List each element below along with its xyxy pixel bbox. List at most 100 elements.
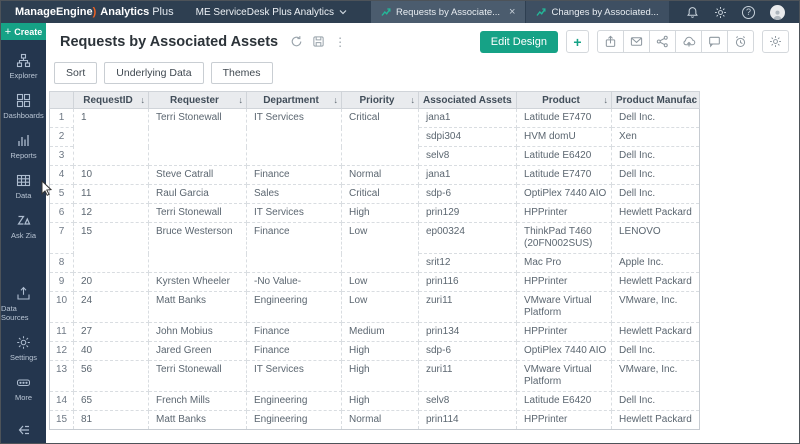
- sort-arrow-icon[interactable]: ↓: [603, 95, 609, 105]
- sidebar-item-label: More: [14, 393, 33, 402]
- request-id-cell: 15: [73, 222, 149, 273]
- requester-cell: Kyrsten Wheeler: [148, 272, 247, 292]
- sidebar-item-data[interactable]: Data: [1, 173, 46, 200]
- brand-swoosh-icon: ): [92, 6, 97, 18]
- tab-label: Changes by Associated...: [551, 6, 659, 18]
- requester-cell: Terri Stonewall: [148, 108, 247, 166]
- requester-cell: Matt Banks: [148, 291, 247, 323]
- sort-arrow-icon[interactable]: ↓: [508, 95, 514, 105]
- sidebar-item-label: Explorer: [9, 71, 38, 80]
- avatar[interactable]: [770, 4, 785, 20]
- sidebar-item-ask-zia[interactable]: Ask Zia: [1, 213, 46, 240]
- export-icon[interactable]: [597, 30, 624, 53]
- column-header[interactable]: Product Manufac ↓: [611, 91, 700, 109]
- save-icon[interactable]: [312, 35, 325, 48]
- sort-arrow-icon[interactable]: ↓: [691, 95, 697, 105]
- sort-arrow-icon[interactable]: ↓: [140, 95, 146, 105]
- alert-clock-icon[interactable]: [727, 30, 754, 53]
- add-button[interactable]: +: [566, 30, 589, 53]
- sidebar-item-data-sources[interactable]: Data Sources: [1, 286, 46, 322]
- product-cell: VMware Virtual Platform: [516, 360, 612, 392]
- sidebar-item-label: Data Sources: [1, 304, 29, 322]
- view-toolbar: Sort Underlying Data Themes: [46, 60, 799, 91]
- product-cell: Latitude E7470: [516, 165, 612, 185]
- table-row: 12 40 Jared Green Finance High sdp-6 OptiPlex …: [49, 341, 700, 361]
- product-cell: ThinkPad T460 (20FN002SUS): [516, 222, 612, 254]
- topbar-actions: ?: [686, 1, 799, 23]
- column-header-label: Product Manufac: [616, 94, 698, 106]
- report-table-body: 1 1 Terri Stonewall IT Services Critical jana…: [49, 108, 700, 430]
- tab-requests-by-associated[interactable]: Requests by Associate... ×: [371, 1, 527, 23]
- associated-asset-cell: prin129: [418, 203, 517, 223]
- product-cell: Latitude E6420: [516, 391, 612, 411]
- plus-icon: +: [4, 25, 12, 38]
- associated-asset-cell: srit12: [418, 253, 517, 273]
- column-header-label: Requester: [170, 94, 219, 106]
- row-number-cell: 9: [49, 272, 74, 292]
- associated-asset-cell: sdp-6: [418, 341, 517, 361]
- kebab-menu-icon[interactable]: ⋮: [334, 34, 347, 49]
- associated-asset-cell: prin114: [418, 410, 517, 430]
- requester-cell: Matt Banks: [148, 410, 247, 430]
- workspace-name: ME ServiceDesk Plus Analytics: [195, 6, 335, 18]
- sort-button[interactable]: Sort: [54, 62, 98, 84]
- column-header[interactable]: Requester ↓: [148, 91, 247, 109]
- table-row: 11 27 John Mobius Finance Medium prin134 HPPri…: [49, 322, 700, 342]
- column-header[interactable]: Priority ↓: [341, 91, 419, 109]
- priority-cell: Normal: [341, 410, 419, 430]
- sidebar-item-more[interactable]: More: [1, 375, 46, 402]
- create-button[interactable]: + Create: [1, 23, 46, 40]
- sidebar-item-dashboards[interactable]: Dashboards: [1, 93, 46, 120]
- gear-icon[interactable]: [714, 6, 727, 19]
- column-header-label: Priority: [359, 94, 395, 106]
- underlying-data-button[interactable]: Underlying Data: [104, 62, 204, 84]
- associated-asset-cell: sdp-6: [418, 184, 517, 204]
- column-header[interactable]: RequestID ↓: [73, 91, 149, 109]
- email-icon[interactable]: [623, 30, 650, 53]
- request-id-cell: 81: [73, 410, 149, 430]
- edit-design-button[interactable]: Edit Design: [479, 30, 558, 53]
- row-number-cell: 1: [49, 108, 74, 128]
- chevron-down-icon: [339, 9, 347, 15]
- workspace-selector[interactable]: ME ServiceDesk Plus Analytics: [182, 1, 361, 23]
- associated-asset-cell: prin134: [418, 322, 517, 342]
- request-id-cell: 10: [73, 165, 149, 185]
- column-header[interactable]: Department ↓: [246, 91, 342, 109]
- row-number-cell: 13: [49, 360, 74, 392]
- priority-cell: High: [341, 203, 419, 223]
- column-header[interactable]: Product ↓: [516, 91, 612, 109]
- settings-icon[interactable]: [762, 30, 789, 53]
- collapse-sidebar-icon[interactable]: [17, 424, 31, 436]
- row-number-cell: 15: [49, 410, 74, 430]
- sidebar-item-reports[interactable]: Reports: [1, 133, 46, 160]
- associated-asset-cell: ep00324: [418, 222, 517, 254]
- tab-changes-by-associated[interactable]: Changes by Associated...: [526, 1, 670, 23]
- sort-arrow-icon[interactable]: ↓: [410, 95, 416, 105]
- row-number-cell: 8: [49, 253, 74, 273]
- column-header-label: RequestID: [83, 94, 133, 106]
- manufacturer-cell: Hewlett Packard: [611, 203, 700, 223]
- row-number-cell: 4: [49, 165, 74, 185]
- sort-arrow-icon[interactable]: ↓: [238, 95, 244, 105]
- request-id-cell: 56: [73, 360, 149, 392]
- sort-arrow-icon[interactable]: ↓: [333, 95, 339, 105]
- associated-asset-cell: zuri11: [418, 360, 517, 392]
- product-cell: HPPrinter: [516, 272, 612, 292]
- bell-icon[interactable]: [686, 6, 699, 19]
- publish-cloud-icon[interactable]: [675, 30, 702, 53]
- product-cell: Mac Pro: [516, 253, 612, 273]
- close-icon[interactable]: ×: [509, 6, 516, 18]
- sidebar-item-explorer[interactable]: Explorer: [1, 53, 46, 80]
- comment-icon[interactable]: [701, 30, 728, 53]
- share-icon[interactable]: [649, 30, 676, 53]
- row-number-cell: 10: [49, 291, 74, 323]
- themes-button[interactable]: Themes: [210, 62, 273, 84]
- department-cell: IT Services: [246, 108, 342, 166]
- help-icon[interactable]: ?: [742, 5, 755, 19]
- column-header[interactable]: Associated Assets ↓: [418, 91, 517, 109]
- manufacturer-cell: Dell Inc.: [611, 165, 700, 185]
- associated-asset-cell: prin116: [418, 272, 517, 292]
- sidebar-item-settings[interactable]: Settings: [1, 335, 46, 362]
- refresh-icon[interactable]: [290, 35, 303, 48]
